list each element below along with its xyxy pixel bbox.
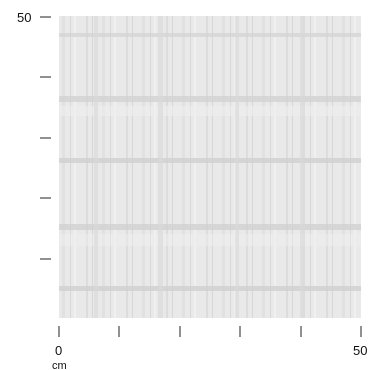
x-axis: 0 50 cm [52, 326, 367, 370]
x-axis-end-label: 50 [353, 343, 367, 358]
specimen-image [59, 16, 361, 318]
y-axis: 50 [17, 10, 51, 260]
x-axis-start-label: 0 [55, 343, 62, 358]
y-axis-top-label: 50 [17, 10, 31, 25]
x-axis-unit-label: cm [52, 360, 67, 370]
